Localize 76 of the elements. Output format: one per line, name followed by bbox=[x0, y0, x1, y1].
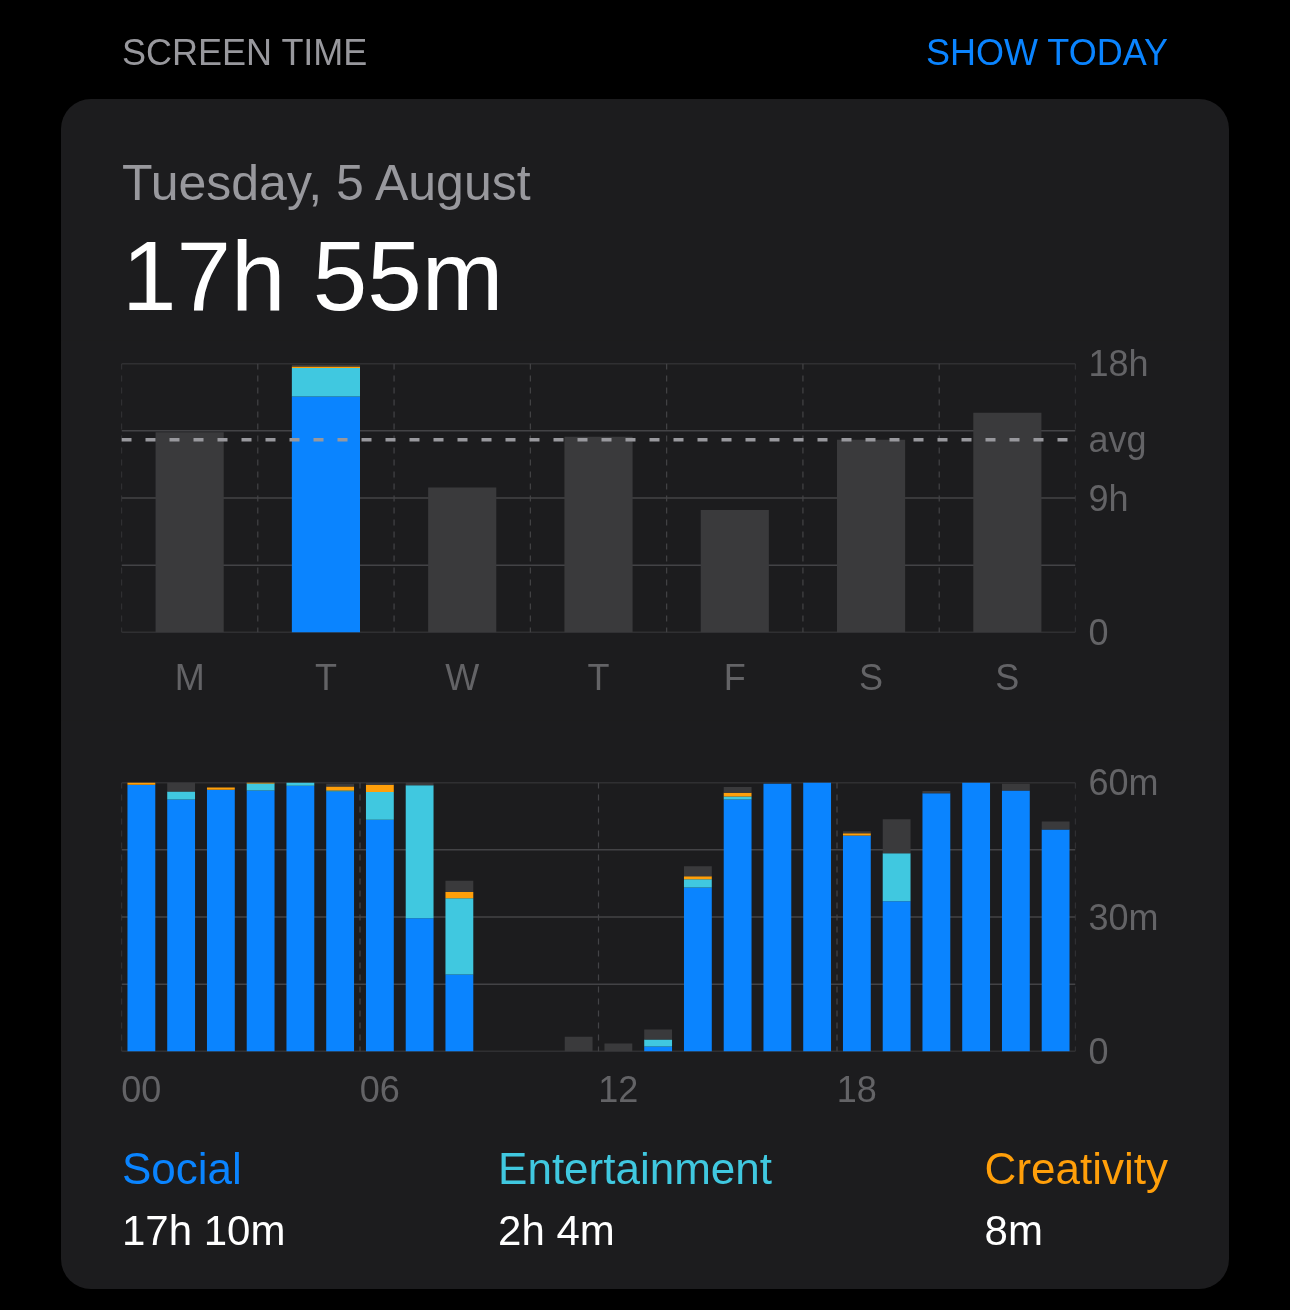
bar bbox=[723, 786, 752, 793]
bar bbox=[127, 784, 156, 1052]
bar bbox=[803, 782, 832, 1052]
text: Creativity bbox=[984, 1144, 1168, 1193]
x-tick-label: 18 bbox=[836, 1068, 877, 1110]
bar bbox=[564, 1036, 593, 1052]
bar bbox=[246, 783, 275, 791]
bar bbox=[1041, 821, 1070, 830]
x-tick-label: T bbox=[587, 656, 610, 698]
bar bbox=[1041, 829, 1070, 1052]
bar bbox=[1001, 790, 1030, 1052]
ref-line-label: avg bbox=[1088, 419, 1147, 461]
text: 8m bbox=[984, 1207, 1044, 1254]
bar bbox=[127, 782, 156, 785]
text: 17h 55m bbox=[122, 221, 504, 331]
x-tick-label: F bbox=[723, 656, 746, 698]
bar bbox=[167, 791, 196, 800]
bar bbox=[882, 853, 911, 902]
bar bbox=[644, 1039, 673, 1047]
bar bbox=[604, 1043, 633, 1052]
x-tick-label: 12 bbox=[598, 1068, 639, 1110]
bar bbox=[365, 791, 394, 820]
x-tick-label: 00 bbox=[121, 1068, 162, 1110]
bar bbox=[291, 396, 360, 633]
bar bbox=[683, 866, 712, 877]
bar bbox=[882, 901, 911, 1052]
bar bbox=[683, 887, 712, 1052]
y-tick-label: 0 bbox=[1088, 612, 1109, 653]
bar bbox=[291, 367, 360, 397]
bar bbox=[922, 793, 951, 1052]
text: SHOW TODAY bbox=[925, 32, 1168, 73]
bar bbox=[326, 786, 355, 791]
text: Entertainment bbox=[498, 1144, 772, 1193]
bar bbox=[842, 835, 871, 1052]
bar bbox=[206, 787, 235, 790]
y-tick-label: 0 bbox=[1088, 1031, 1109, 1072]
bar bbox=[326, 783, 355, 787]
bar bbox=[723, 799, 752, 1052]
bar bbox=[723, 796, 752, 800]
bar bbox=[644, 1029, 673, 1040]
bar bbox=[445, 974, 474, 1052]
x-tick-label: S bbox=[859, 656, 884, 698]
bar bbox=[167, 782, 196, 792]
bar bbox=[683, 879, 712, 888]
bar bbox=[246, 790, 275, 1052]
text: 17h 10m bbox=[122, 1207, 286, 1254]
x-tick-label: T bbox=[314, 656, 337, 698]
bar bbox=[326, 791, 355, 1052]
bar bbox=[922, 791, 951, 794]
bar bbox=[167, 799, 196, 1052]
x-tick-label: M bbox=[174, 656, 205, 698]
y-tick-label: 9h bbox=[1088, 477, 1129, 519]
bar bbox=[445, 898, 474, 975]
y-tick-label: 30m bbox=[1088, 896, 1159, 938]
chart-title: SCREEN TIME bbox=[122, 32, 368, 73]
bar bbox=[286, 782, 315, 786]
y-tick-label: 18h bbox=[1088, 343, 1149, 384]
bar bbox=[405, 785, 434, 919]
x-tick-label: 06 bbox=[359, 1068, 400, 1110]
bar bbox=[683, 876, 712, 880]
bar bbox=[405, 918, 434, 1052]
bar bbox=[1001, 783, 1030, 791]
bar bbox=[445, 880, 474, 892]
bar bbox=[365, 819, 394, 1052]
bar bbox=[962, 782, 991, 1052]
bar bbox=[763, 783, 792, 1052]
chart-subtitle: Tuesday, 5 August bbox=[122, 155, 531, 211]
y-tick-label: 60m bbox=[1088, 762, 1159, 803]
bar bbox=[286, 785, 315, 1052]
bar bbox=[206, 789, 235, 1052]
text: 2h 4m bbox=[498, 1207, 616, 1254]
x-tick-label: W bbox=[445, 656, 480, 698]
x-tick-label: S bbox=[995, 656, 1020, 698]
text: Social bbox=[122, 1144, 243, 1193]
bar bbox=[365, 784, 394, 792]
bar bbox=[445, 891, 474, 899]
